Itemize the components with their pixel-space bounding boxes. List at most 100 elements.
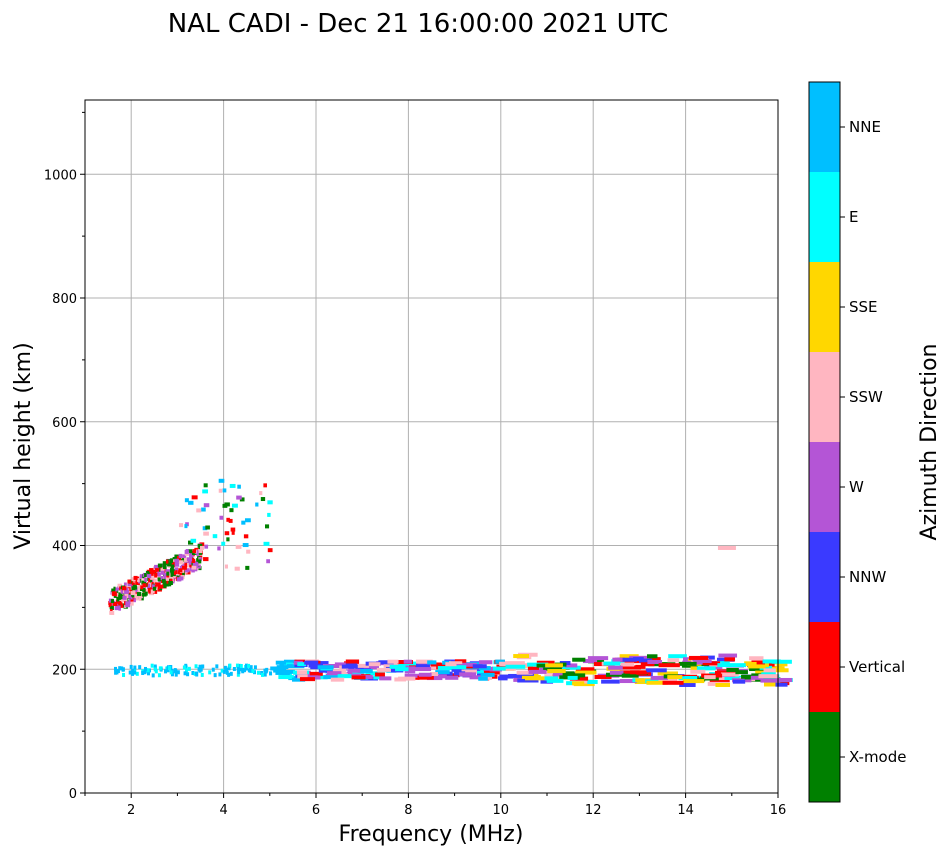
echo-mark [154,669,158,674]
echo-mark [186,672,190,677]
echo-mark [601,679,620,684]
echo-mark [114,670,118,675]
echo-mark [131,671,135,676]
echo-mark [528,669,547,674]
echo-mark [113,591,117,596]
echo-mark [169,578,173,583]
echo-mark [154,572,158,577]
echo-mark [165,559,169,564]
echo-mark [734,663,747,668]
echo-mark [383,663,395,668]
echo-mark [414,667,432,672]
echo-mark [160,570,165,575]
echo-mark [108,603,112,608]
echo-mark [162,561,167,566]
echo-mark [153,578,157,583]
echo-mark [299,677,316,682]
echo-mark [172,559,175,564]
echo-mark [572,681,585,686]
echo-mark [718,653,738,658]
echo-mark [174,562,180,567]
echo-mark [751,660,766,665]
echo-mark [513,654,529,659]
echo-mark [244,663,248,668]
echo-mark [273,668,287,673]
echo-mark [260,672,264,677]
echo-mark [146,588,150,593]
echo-mark [188,560,192,565]
echo-mark [318,668,333,673]
echo-mark [170,564,175,569]
echo-mark [115,599,119,604]
echo-mark [241,520,246,525]
echo-mark [263,541,270,546]
echo-mark [749,656,764,661]
echo-mark [146,668,150,673]
echo-mark [499,661,517,666]
x-tick-label: 2 [127,803,135,818]
echo-mark [231,503,238,508]
echo-mark [164,582,170,587]
echo-mark [169,558,174,563]
echo-mark [239,664,243,669]
echo-mark [246,549,251,554]
echo-mark [148,578,151,583]
echo-mark [243,534,249,539]
echo-mark [131,668,135,673]
echo-mark [745,661,757,666]
echo-mark [251,669,255,674]
colorbar-swatch-x-mode [809,712,840,802]
y-axis-ticks: 0 200 400 600 800 1000 [44,111,85,802]
echo-mark [170,569,176,574]
echo-mark [546,678,564,683]
echo-mark [195,671,199,676]
echo-mark [228,663,232,668]
echo-mark [678,676,695,681]
echo-mark [228,518,233,523]
echo-mark [263,668,267,673]
echo-mark [188,500,194,505]
echo-mark [144,573,147,578]
echo-mark [345,661,358,666]
echo-mark [360,674,373,679]
echo-mark [445,662,457,667]
echo-mark [202,526,208,531]
echo-mark [148,589,151,594]
colorbar-swatch-ssw [809,352,840,442]
echo-mark [133,668,137,673]
echo-mark [143,670,147,675]
echo-mark [275,660,286,665]
echo-mark [552,672,568,677]
echo-mark [133,593,138,598]
echo-mark [236,495,242,500]
echo-mark [253,670,257,675]
echo-mark [203,503,210,508]
echo-mark [621,673,639,678]
echo-mark [220,668,224,673]
echo-mark [572,673,586,678]
echo-mark [133,584,137,589]
echo-mark [678,661,697,666]
x-axis-label: Frequency (MHz) [339,822,524,847]
echo-mark [152,589,158,594]
echo-mark [292,677,306,682]
echo-mark [248,666,252,671]
y-axis-label: Virtual height (km) [11,342,36,549]
y-tick-label: 200 [52,663,77,678]
echo-mark [178,553,183,558]
echo-mark [155,582,161,587]
x-axis-ticks: 2 4 6 8 10 12 14 16 [84,793,786,818]
colorbar-swatch-vertical [809,622,840,712]
echo-mark [124,589,129,594]
echo-mark [572,657,586,662]
echo-mark [197,549,203,554]
echo-mark [145,582,148,587]
echo-mark [222,488,227,493]
echo-mark [143,666,147,671]
echo-mark [125,601,129,606]
echo-mark [236,672,240,677]
echo-mark [267,512,271,517]
echo-mark [175,570,178,575]
echo-mark [116,592,120,597]
